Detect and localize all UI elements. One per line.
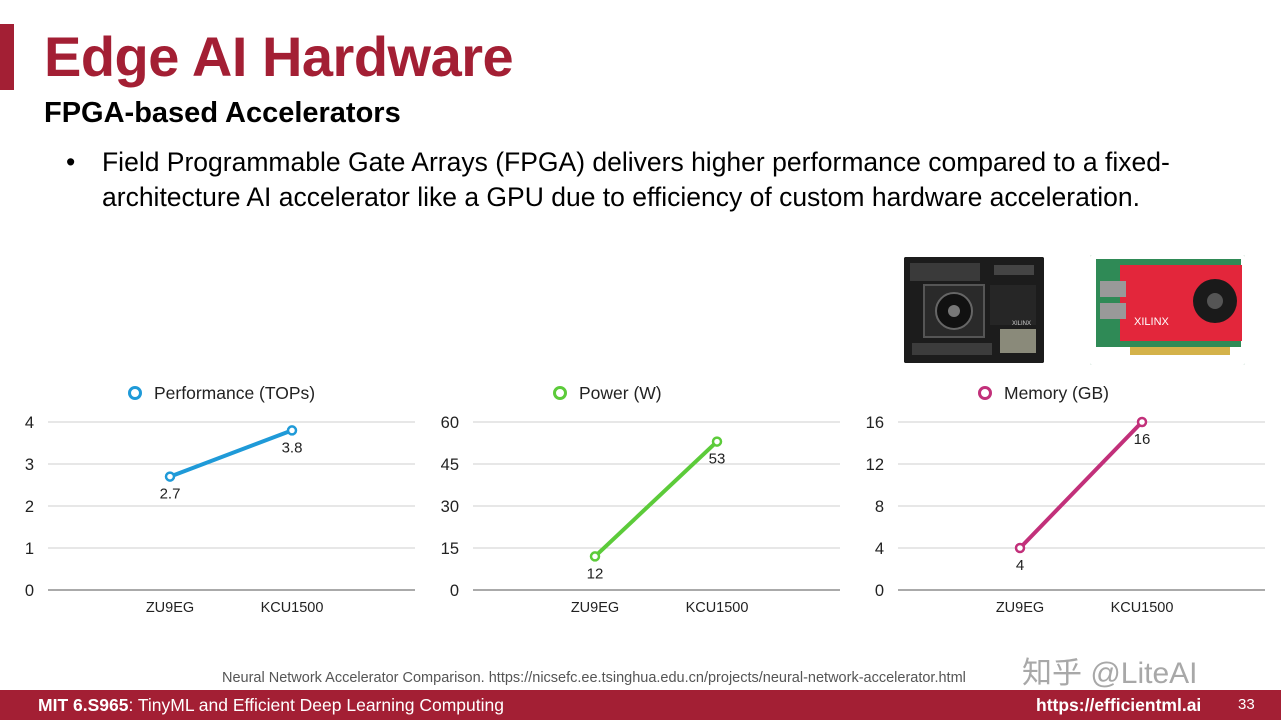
memory-chart: Memory (GB) 0 4 8 12 16 ZU9EG KCU1500 4 16	[850, 375, 1270, 630]
memory-xtick-label: KCU1500	[1111, 600, 1174, 616]
bullet-dot: •	[66, 147, 76, 177]
memory-ytick-label: 8	[875, 498, 884, 516]
performance-ytick-label: 2	[25, 498, 34, 516]
power-ytick-label: 45	[441, 456, 459, 474]
footer-course: MIT 6.S965: TinyML and Efficient Deep Le…	[38, 695, 504, 716]
bullet-text: Field Programmable Gate Arrays (FPGA) de…	[102, 147, 1170, 212]
memory-data-point	[1136, 416, 1148, 428]
performance-data-label: 2.7	[160, 486, 181, 503]
performance-xtick-label: ZU9EG	[146, 600, 194, 616]
memory-data-point	[1014, 542, 1026, 554]
memory-ytick-label: 12	[866, 456, 884, 474]
performance-data-label: 3.8	[282, 439, 303, 456]
footer-bar: MIT 6.S965: TinyML and Efficient Deep Le…	[0, 690, 1281, 720]
performance-legend-marker	[128, 386, 142, 400]
slide-title: Edge AI Hardware	[44, 25, 514, 88]
power-data-label: 53	[709, 451, 726, 468]
power-ytick-label: 30	[441, 498, 459, 516]
power-series-line	[593, 439, 719, 559]
performance-ytick-label: 0	[25, 582, 34, 600]
power-ytick-label: 0	[450, 582, 459, 600]
fpga-board-image-kcu1500: XILINX	[1090, 255, 1245, 365]
power-legend-marker	[553, 386, 567, 400]
performance-legend-label: Performance (TOPs)	[154, 383, 315, 403]
power-data-point	[589, 551, 601, 562]
footer-url[interactable]: https://efficientml.ai	[1036, 695, 1202, 715]
watermark: 知乎 @LiteAI	[1022, 657, 1198, 690]
performance-data-point	[164, 471, 176, 482]
memory-data-label: 4	[1016, 557, 1024, 574]
performance-ytick-label: 3	[25, 456, 34, 474]
performance-chart: Performance (TOPs) 0 1 2 3 4 ZU9EG KCU1500 2.7 3.…	[0, 375, 420, 630]
footer-course-code: MIT 6.S965	[38, 695, 129, 715]
memory-legend-label: Memory (GB)	[1004, 383, 1109, 403]
performance-xtick-label: KCU1500	[261, 600, 324, 616]
memory-data-label: 16	[1134, 431, 1151, 448]
fpga-board-image-zu9eg: XILINX	[904, 257, 1044, 363]
power-chart: Power (W) 0 15 30 45 60 ZU9EG KCU1500 12 53	[425, 375, 845, 630]
power-chart-svg: Power (W) 0 15 30 45 60 ZU9EG KCU1500 12 53	[441, 383, 840, 616]
power-ytick-label: 15	[441, 540, 459, 558]
memory-chart-svg: Memory (GB) 0 4 8 12 16 ZU9EG KCU1500 4 16	[866, 383, 1265, 616]
memory-ytick-label: 4	[875, 540, 884, 558]
performance-chart-svg: Performance (TOPs) 0 1 2 3 4 ZU9EG KCU1500 2.7 3.…	[25, 383, 415, 616]
source-citation: Neural Network Accelerator Comparison. h…	[222, 670, 966, 686]
power-xtick-label: KCU1500	[686, 600, 749, 616]
performance-series-line	[168, 428, 294, 479]
memory-ytick-label: 16	[866, 414, 884, 432]
performance-ytick-label: 1	[25, 540, 34, 558]
performance-ytick-label: 4	[25, 414, 34, 432]
memory-legend-marker	[978, 386, 992, 400]
performance-data-point	[286, 425, 298, 436]
memory-ytick-label: 0	[875, 582, 884, 600]
power-data-label: 12	[587, 565, 604, 582]
power-ytick-label: 60	[441, 414, 459, 432]
memory-xtick-label: ZU9EG	[996, 600, 1044, 616]
svg-text:XILINX: XILINX	[1012, 321, 1031, 327]
xilinx-board-label: XILINX	[1134, 316, 1170, 328]
title-accent-bar	[0, 24, 14, 90]
footer-course-name: : TinyML and Efficient Deep Learning Com…	[128, 695, 504, 715]
memory-series-line	[1018, 420, 1144, 550]
slide-subtitle: FPGA-based Accelerators	[44, 97, 401, 129]
page-number: 33	[1238, 696, 1255, 713]
power-xtick-label: ZU9EG	[571, 600, 619, 616]
power-legend-label: Power (W)	[579, 383, 662, 403]
power-data-point	[711, 436, 723, 447]
